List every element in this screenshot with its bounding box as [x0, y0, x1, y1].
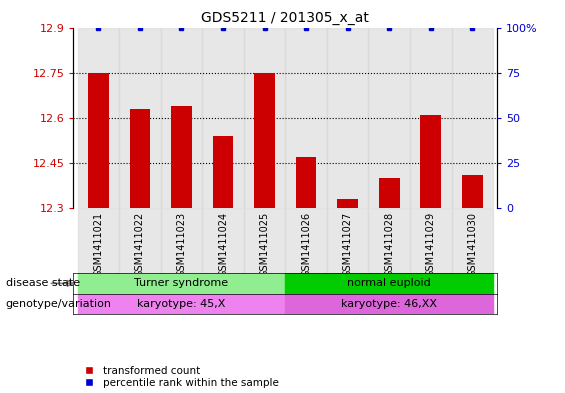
Bar	[420, 115, 441, 208]
Text: GSM1411028: GSM1411028	[384, 212, 394, 277]
Bar	[160, 28, 202, 208]
Text: GSM1411027: GSM1411027	[342, 212, 353, 277]
Bar	[171, 106, 192, 208]
Bar	[285, 294, 493, 314]
Title: GDS5211 / 201305_x_at: GDS5211 / 201305_x_at	[201, 11, 370, 25]
Bar	[327, 28, 368, 208]
Text: GSM1411029: GSM1411029	[426, 212, 436, 277]
Bar	[212, 136, 233, 208]
Bar	[285, 28, 327, 208]
Bar	[337, 199, 358, 208]
Bar	[285, 208, 327, 273]
Bar	[77, 294, 285, 314]
Bar	[160, 208, 202, 273]
Bar	[327, 208, 368, 273]
Bar	[410, 28, 451, 208]
Text: normal euploid: normal euploid	[347, 278, 431, 288]
Text: GSM1411026: GSM1411026	[301, 212, 311, 277]
Text: GSM1411023: GSM1411023	[176, 212, 186, 277]
Bar	[202, 208, 244, 273]
Bar	[285, 273, 493, 294]
Bar	[462, 175, 483, 208]
Bar	[244, 28, 285, 208]
Bar	[368, 208, 410, 273]
Text: GSM1411025: GSM1411025	[259, 212, 270, 277]
Text: GSM1411022: GSM1411022	[135, 212, 145, 277]
Legend: transformed count, percentile rank within the sample: transformed count, percentile rank withi…	[79, 366, 279, 388]
Bar	[119, 28, 160, 208]
Bar	[119, 208, 160, 273]
Bar	[77, 28, 119, 208]
Text: karyotype: 46,XX: karyotype: 46,XX	[341, 299, 437, 309]
Bar	[295, 157, 316, 208]
Bar	[254, 73, 275, 208]
Text: karyotype: 45,X: karyotype: 45,X	[137, 299, 225, 309]
Bar	[451, 28, 493, 208]
Bar	[368, 28, 410, 208]
Text: Turner syndrome: Turner syndrome	[134, 278, 228, 288]
Bar	[410, 208, 451, 273]
Bar	[129, 109, 150, 208]
Bar	[88, 73, 108, 208]
Text: GSM1411021: GSM1411021	[93, 212, 103, 277]
Bar	[77, 273, 285, 294]
Bar	[202, 28, 244, 208]
Text: GSM1411024: GSM1411024	[218, 212, 228, 277]
Text: genotype/variation: genotype/variation	[6, 299, 112, 309]
Text: GSM1411030: GSM1411030	[467, 212, 477, 277]
Bar	[244, 208, 285, 273]
Bar	[451, 208, 493, 273]
Bar	[77, 208, 119, 273]
Text: disease state: disease state	[6, 278, 80, 288]
Bar	[379, 178, 399, 208]
